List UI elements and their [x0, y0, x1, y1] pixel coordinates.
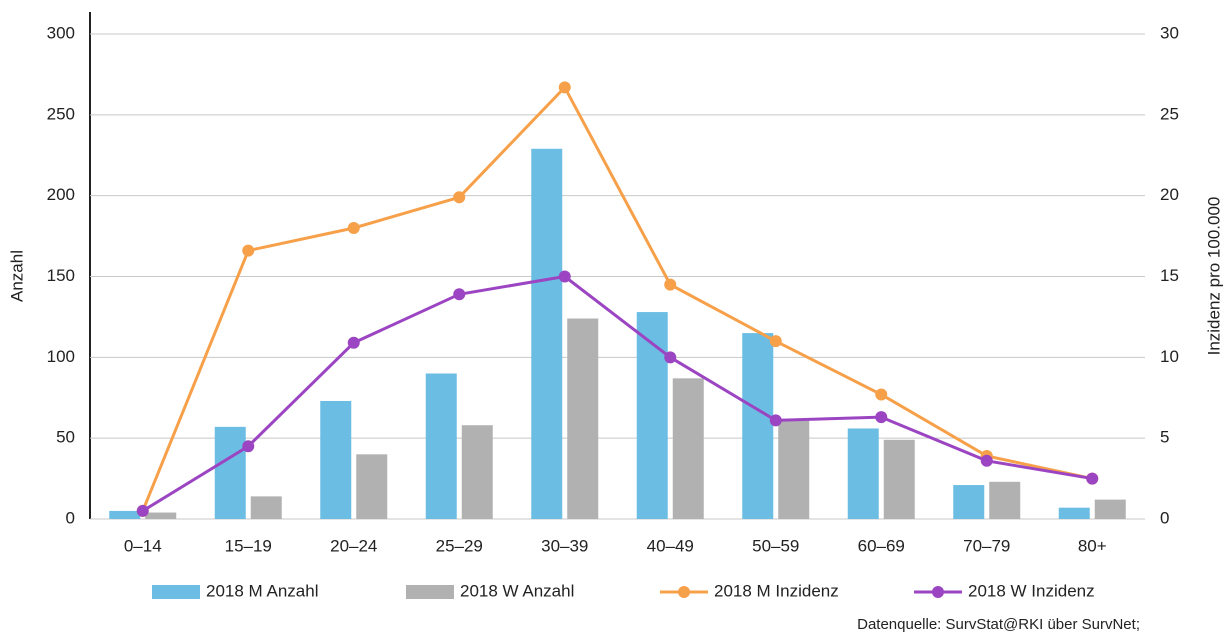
legend-swatch	[406, 585, 454, 599]
bar	[250, 496, 282, 519]
bar	[461, 425, 493, 519]
y2-tick-label: 25	[1160, 104, 1179, 123]
line-marker	[136, 504, 149, 517]
x-tick-label: 60–69	[858, 536, 905, 555]
x-tick-label: 30–39	[541, 536, 588, 555]
bar	[1094, 499, 1126, 519]
bar	[989, 481, 1021, 519]
bar	[883, 439, 915, 519]
legend-label: 2018 M Inzidenz	[714, 581, 839, 600]
line-marker	[875, 388, 888, 401]
source-note: Datenquelle: SurvStat@RKI über SurvNet;	[857, 616, 1140, 633]
y2-tick-label: 30	[1160, 23, 1179, 42]
line-marker	[453, 191, 466, 204]
y2-tick-label: 15	[1160, 266, 1179, 285]
line-marker	[347, 336, 360, 349]
line-marker	[664, 278, 677, 291]
line-marker	[664, 351, 677, 364]
line-marker	[347, 222, 360, 234]
line-marker	[242, 440, 255, 453]
x-tick-label: 70–79	[963, 536, 1010, 555]
bar	[953, 485, 985, 519]
x-tick-label: 0–14	[124, 536, 162, 555]
x-tick-label: 80+	[1078, 536, 1107, 555]
bar	[109, 510, 141, 519]
y-tick-label: 150	[47, 266, 75, 285]
bar	[145, 512, 177, 519]
line-marker	[769, 335, 782, 348]
bar	[672, 378, 704, 519]
bar	[531, 148, 563, 520]
bar	[214, 426, 246, 519]
bar	[320, 400, 352, 519]
y2-tick-label: 0	[1160, 508, 1169, 527]
line-marker	[769, 414, 782, 427]
line-marker	[1086, 472, 1099, 485]
x-tick-label: 50–59	[752, 536, 799, 555]
y-tick-label: 100	[47, 347, 75, 366]
line-marker	[558, 81, 571, 94]
legend-label: 2018 W Inzidenz	[968, 581, 1095, 600]
y-axis-label: Anzahl	[7, 250, 26, 302]
bar	[425, 373, 457, 519]
legend-swatch	[932, 586, 944, 598]
bar	[636, 312, 668, 519]
line-marker	[875, 411, 888, 424]
line	[141, 84, 1093, 512]
bar	[567, 318, 599, 519]
line-marker	[242, 244, 255, 257]
y2-tick-label: 5	[1160, 428, 1169, 447]
x-tick-label: 40–49	[647, 536, 694, 555]
bar	[1058, 507, 1090, 519]
x-tick-label: 15–19	[225, 536, 272, 555]
bar	[356, 454, 388, 519]
y2-tick-label: 20	[1160, 185, 1179, 204]
y-tick-label: 250	[47, 104, 75, 123]
y-tick-label: 300	[47, 23, 75, 42]
line-marker	[980, 454, 993, 467]
y2-axis-label: Inzidenz pro 100.000	[1204, 197, 1223, 356]
y-tick-label: 200	[47, 185, 75, 204]
legend-swatch	[678, 586, 690, 598]
y-tick-label: 50	[56, 428, 75, 447]
legend-swatch	[152, 585, 200, 599]
line-marker	[558, 270, 571, 283]
line	[141, 274, 1093, 513]
legend-label: 2018 W Anzahl	[460, 581, 574, 600]
bar	[847, 428, 879, 519]
x-tick-label: 20–24	[330, 536, 377, 555]
x-tick-label: 25–29	[436, 536, 483, 555]
bar	[778, 418, 810, 519]
line-marker	[453, 288, 466, 301]
y2-tick-label: 10	[1160, 347, 1179, 366]
y-tick-label: 0	[66, 508, 75, 527]
bar	[742, 333, 774, 519]
legend-label: 2018 M Anzahl	[206, 581, 318, 600]
